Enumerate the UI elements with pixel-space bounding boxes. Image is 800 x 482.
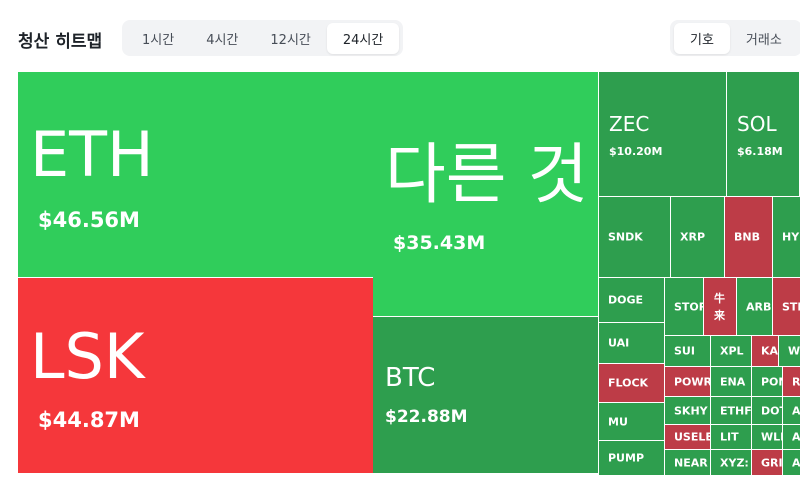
heatmap-tile[interactable]: PUMP — [599, 441, 665, 476]
heatmap-tile[interactable]: GRI — [752, 450, 783, 476]
heatmap-tile[interactable]: A — [783, 450, 800, 476]
tile-label: XRP — [680, 230, 706, 244]
heatmap-tile[interactable]: NEAR — [665, 450, 711, 476]
tile-value: $44.87M — [38, 408, 140, 432]
tile-value: $10.20M — [609, 145, 663, 158]
tile-label: XPL — [720, 344, 744, 358]
tile-label: POWR — [674, 375, 711, 388]
tile-label: ETHFI — [720, 404, 752, 417]
tile-label: WLFI — [761, 430, 782, 444]
tile-label: HYPE — [782, 230, 800, 244]
heatmap-tile[interactable]: STORJ — [665, 278, 704, 336]
heatmap-tile[interactable]: SOL $6.18M — [727, 72, 800, 197]
tile-label: DOGE — [608, 293, 644, 307]
heatmap-tile[interactable]: LIT — [711, 425, 752, 450]
tile-label: SOL — [737, 112, 777, 136]
tile-label: FLOCK — [608, 376, 649, 390]
heatmap-tile[interactable]: ARB — [737, 278, 773, 336]
tile-label: A — [792, 456, 800, 469]
time-tab[interactable]: 12시간 — [270, 32, 311, 48]
tile-label: ZEC — [609, 112, 650, 136]
tile-label: ARB — [746, 300, 772, 313]
tile-label: ENA — [720, 375, 746, 388]
tile-label: XYZ: — [720, 456, 749, 469]
heatmap-tile[interactable]: R — [783, 367, 800, 397]
tile-label: WLD — [788, 344, 800, 358]
tile-label: MU — [608, 415, 628, 428]
heatmap-tile[interactable]: BTC $22.88M — [373, 317, 599, 474]
tile-label: LSK — [30, 320, 145, 393]
heatmap-tile[interactable]: A — [783, 397, 800, 425]
tile-value: $6.18M — [737, 145, 783, 158]
tile-label: SNDK — [608, 230, 643, 244]
heatmap-tile[interactable]: UAI — [599, 323, 665, 364]
tile-label: 다른 것 — [385, 136, 589, 213]
heatmap-tile[interactable]: ETHFI — [711, 397, 752, 425]
heatmap-tile[interactable]: PONKE — [752, 367, 783, 397]
heatmap-tile[interactable]: USELESS — [665, 425, 711, 450]
view-tab[interactable]: 거래소 — [745, 32, 782, 48]
tile-label: 牛来 — [714, 291, 725, 322]
heatmap-tile[interactable]: FLOCK — [599, 364, 665, 403]
heatmap-tile[interactable]: XYZ: — [711, 450, 752, 476]
time-tab-group: 1시간 4시간 12시간 24시간 — [122, 20, 404, 56]
heatmap-tile[interactable]: SKHY — [665, 397, 711, 425]
heatmap-tile[interactable]: ZEC $10.20M — [599, 72, 727, 197]
heatmap-tile[interactable]: WLFI — [752, 425, 783, 450]
tile-label: LIT — [720, 430, 739, 444]
heatmap-tile[interactable]: MU — [599, 403, 665, 441]
page-title: 청산 히트맵 — [18, 32, 103, 52]
heatmap-tile[interactable]: HYPE — [773, 197, 800, 278]
tile-label: NEAR — [674, 456, 708, 469]
heatmap-tile[interactable]: XRP — [671, 197, 725, 278]
heatmap-tile[interactable]: DOT — [752, 397, 783, 425]
tile-label: A — [792, 404, 800, 417]
tile-label: A — [792, 430, 800, 444]
tile-label: USELESS — [674, 430, 710, 444]
tile-label: PUMP — [608, 451, 645, 465]
heatmap-tile[interactable]: SNDK — [599, 197, 671, 278]
heatmap-tile[interactable]: 다른 것 $35.43M — [373, 72, 599, 317]
heatmap-tile[interactable]: DOGE — [599, 278, 665, 323]
heatmap-tile[interactable]: BNB — [725, 197, 773, 278]
heatmap-tile[interactable]: 牛来 — [704, 278, 737, 336]
tile-label: KAITO — [761, 344, 779, 358]
time-tab[interactable]: 1시간 — [142, 32, 175, 48]
heatmap-tile[interactable]: XPL — [711, 336, 752, 367]
tile-label: ETH — [30, 118, 154, 191]
tile-label: BNB — [734, 230, 760, 244]
heatmap-tile[interactable]: WLD — [779, 336, 800, 367]
tile-label: SUI — [674, 344, 695, 358]
heatmap-tile[interactable]: POWR — [665, 367, 711, 397]
heatmap-tile[interactable]: SUI — [665, 336, 711, 367]
tile-label: STEEM — [782, 300, 800, 313]
tile-label: R — [792, 375, 800, 388]
heatmap-tile[interactable]: STEEM — [773, 278, 800, 336]
heatmap-tile[interactable]: LSK $44.87M — [18, 278, 374, 474]
tile-label: BTC — [385, 363, 436, 393]
tile-value: $22.88M — [385, 407, 468, 427]
time-tab[interactable]: 4시간 — [206, 32, 239, 48]
tile-label: GRI — [761, 456, 783, 469]
heatmap-tile[interactable]: KAITO — [752, 336, 779, 367]
heatmap-tile[interactable]: A — [783, 425, 800, 450]
tile-value: $46.56M — [38, 208, 140, 232]
heatmap-tile[interactable]: ETH $46.56M — [18, 72, 374, 278]
view-tab[interactable]: 기호 — [674, 22, 730, 54]
tile-label: PONKE — [761, 375, 782, 388]
tile-label: DOT — [761, 404, 782, 417]
tile-label: UAI — [608, 336, 630, 350]
time-tab[interactable]: 24시간 — [326, 22, 400, 54]
view-tab-group: 기호 거래소 — [670, 20, 800, 56]
tile-label: STORJ — [674, 300, 703, 313]
tile-value: $35.43M — [393, 232, 486, 254]
heatmap-tile[interactable]: ENA — [711, 367, 752, 397]
tile-label: SKHY — [674, 404, 708, 417]
